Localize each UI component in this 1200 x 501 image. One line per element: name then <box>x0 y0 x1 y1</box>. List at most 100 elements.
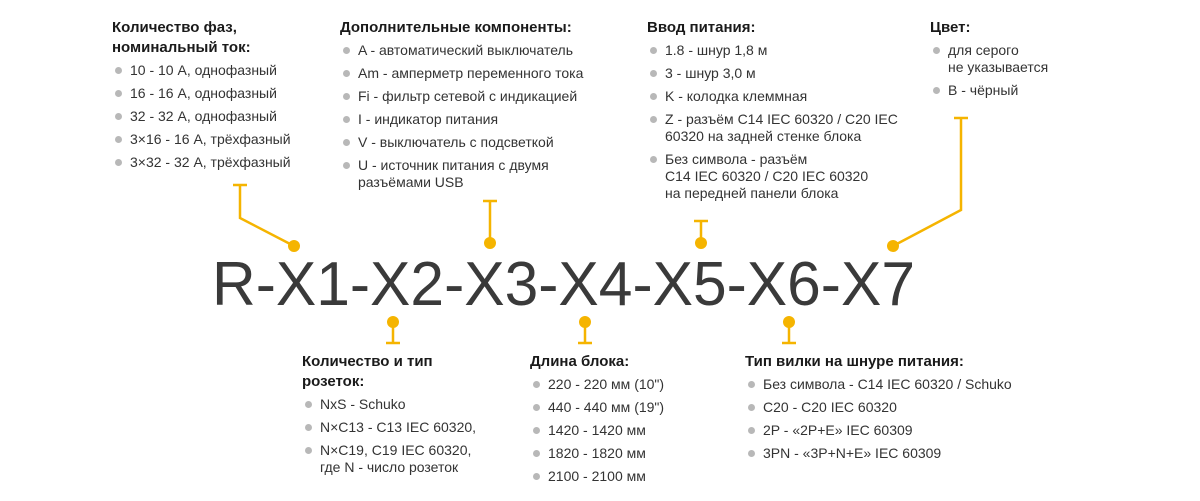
block-title: Тип вилки на шнуре питания: <box>745 353 964 370</box>
bullet-icon <box>650 116 657 123</box>
bullet-icon <box>748 381 755 388</box>
option-list: 1.8 - шнур 1,8 м 3 - шнур 3,0 м K - колодк… <box>647 42 927 202</box>
list-item-text: 220 - 220 мм (10") <box>548 376 665 392</box>
option-list: Без символа - C14 IEC 60320 / Schuko C20 … <box>745 376 1065 462</box>
dot-x5 <box>695 237 707 249</box>
list-item-text: 3PN - «3P+N+E» IEC 60309 <box>763 445 942 461</box>
bullet-icon <box>533 427 540 434</box>
list-item-text: 10 - 10 А, однофазный <box>130 62 277 78</box>
list-item-text: K - колодка клеммная <box>665 88 808 104</box>
list-item: 440 - 440 мм (19") <box>530 399 730 416</box>
list-item-text: 3 - шнур 3,0 м <box>665 65 756 81</box>
bullet-icon <box>748 427 755 434</box>
list-item-text: 1420 - 1420 мм <box>548 422 646 438</box>
bullet-icon <box>115 67 122 74</box>
list-item-text: 2100 - 2100 мм <box>548 468 646 484</box>
bullet-icon <box>533 404 540 411</box>
list-item-text: 440 - 440 мм (19") <box>548 399 665 415</box>
connector-x3 <box>483 199 497 243</box>
list-item: 3 - шнур 3,0 м <box>647 65 927 82</box>
dot-x6 <box>783 316 795 328</box>
bullet-icon <box>533 450 540 457</box>
list-item: 16 - 16 А, однофазный <box>112 85 332 102</box>
bullet-icon <box>305 447 312 454</box>
bullet-icon <box>533 473 540 480</box>
dot-x3 <box>484 237 496 249</box>
option-list: 220 - 220 мм (10") 440 - 440 мм (19") 1420… <box>530 376 730 485</box>
bullet-icon <box>115 136 122 143</box>
bullet-icon <box>343 116 350 123</box>
list-item: V - выключатель с подсветкой <box>340 134 630 151</box>
list-item-text: A - автоматический выключатель <box>358 42 573 58</box>
bullet-icon <box>343 139 350 146</box>
list-item: 10 - 10 А, однофазный <box>112 62 332 79</box>
bullet-icon <box>305 401 312 408</box>
bullet-icon <box>650 70 657 77</box>
block-x6-plug-type: Тип вилки на шнуре питания: Без символа -… <box>745 352 1065 468</box>
connector-x7 <box>892 116 968 248</box>
list-item: 3×16 - 16 А, трёхфазный <box>112 131 332 148</box>
block-title: Цвет: <box>930 19 971 36</box>
list-item-text: U - источник питания с двумя разъёмами U… <box>358 157 549 190</box>
list-item: C20 - C20 IEC 60320 <box>745 399 1065 416</box>
bullet-icon <box>343 93 350 100</box>
bullet-icon <box>933 47 940 54</box>
list-item-text: 16 - 16 А, однофазный <box>130 85 277 101</box>
list-item-text: 32 - 32 А, однофазный <box>130 108 277 124</box>
list-item: U - источник питания с двумя разъёмами U… <box>340 157 630 191</box>
option-list: 10 - 10 А, однофазный 16 - 16 А, однофазн… <box>112 62 332 171</box>
list-item-text: Fi - фильтр сетевой с индикацией <box>358 88 578 104</box>
dot-x2 <box>387 316 399 328</box>
list-item: Am - амперметр переменного тока <box>340 65 630 82</box>
list-item-text: 2P - «2P+E» IEC 60309 <box>763 422 913 438</box>
list-item: Fi - фильтр сетевой с индикацией <box>340 88 630 105</box>
bullet-icon <box>115 113 122 120</box>
list-item-text: 3×16 - 16 А, трёхфазный <box>130 131 291 147</box>
option-list: A - автоматический выключатель Am - ампер… <box>340 42 630 191</box>
block-title: Количество и тип розеток: <box>302 353 433 390</box>
list-item-text: Без символа - разъём C14 IEC 60320 / C20… <box>665 151 869 201</box>
list-item: 3×32 - 32 А, трёхфазный <box>112 154 332 171</box>
list-item-text: V - выключатель с подсветкой <box>358 134 554 150</box>
block-x1-phases: Количество фаз, номинальный ток: 10 - 10 … <box>112 18 332 177</box>
list-item: 32 - 32 А, однофазный <box>112 108 332 125</box>
list-item-text: 1820 - 1820 мм <box>548 445 646 461</box>
list-item-text: I - индикатор питания <box>358 111 499 127</box>
list-item: Без символа - C14 IEC 60320 / Schuko <box>745 376 1065 393</box>
list-item: NxS - Schuko <box>302 396 522 413</box>
list-item-text: 1.8 - шнур 1,8 м <box>665 42 768 58</box>
bullet-icon <box>343 70 350 77</box>
list-item: 1420 - 1420 мм <box>530 422 730 439</box>
list-item-text: NxS - Schuko <box>320 396 406 412</box>
block-title: Дополнительные компоненты: <box>340 19 572 36</box>
block-title: Ввод питания: <box>647 19 756 36</box>
block-x7-color: Цвет: для серого не указывается B - чёрный <box>930 18 1130 105</box>
bullet-icon <box>343 47 350 54</box>
list-item: N×C13 - C13 IEC 60320, <box>302 419 522 436</box>
bullet-icon <box>748 404 755 411</box>
list-item-text: Am - амперметр переменного тока <box>358 65 584 81</box>
list-item: 2100 - 2100 мм <box>530 468 730 485</box>
list-item: Без символа - разъём C14 IEC 60320 / C20… <box>647 151 927 202</box>
list-item: 3PN - «3P+N+E» IEC 60309 <box>745 445 1065 462</box>
product-code: R-X1-X2-X3-X4-X5-X6-X7 <box>212 250 915 319</box>
list-item: K - колодка клеммная <box>647 88 927 105</box>
list-item: A - автоматический выключатель <box>340 42 630 59</box>
list-item: 2P - «2P+E» IEC 60309 <box>745 422 1065 439</box>
bullet-icon <box>650 93 657 100</box>
block-title: Количество фаз, номинальный ток: <box>112 19 251 56</box>
dot-x4 <box>579 316 591 328</box>
bullet-icon <box>115 90 122 97</box>
list-item: 1.8 - шнур 1,8 м <box>647 42 927 59</box>
block-x5-power-input: Ввод питания: 1.8 - шнур 1,8 м 3 - шнур 3,… <box>647 18 927 208</box>
bullet-icon <box>650 47 657 54</box>
list-item: Z - разъём C14 IEC 60320 / C20 IEC 60320… <box>647 111 927 145</box>
list-item: 220 - 220 мм (10") <box>530 376 730 393</box>
block-title: Длина блока: <box>530 353 630 370</box>
list-item: 1820 - 1820 мм <box>530 445 730 462</box>
list-item-text: B - чёрный <box>948 82 1019 98</box>
list-item-text: 3×32 - 32 А, трёхфазный <box>130 154 291 170</box>
list-item-text: N×C13 - C13 IEC 60320, <box>320 419 477 435</box>
option-list: NxS - Schuko N×C13 - C13 IEC 60320, N×C19,… <box>302 396 522 476</box>
